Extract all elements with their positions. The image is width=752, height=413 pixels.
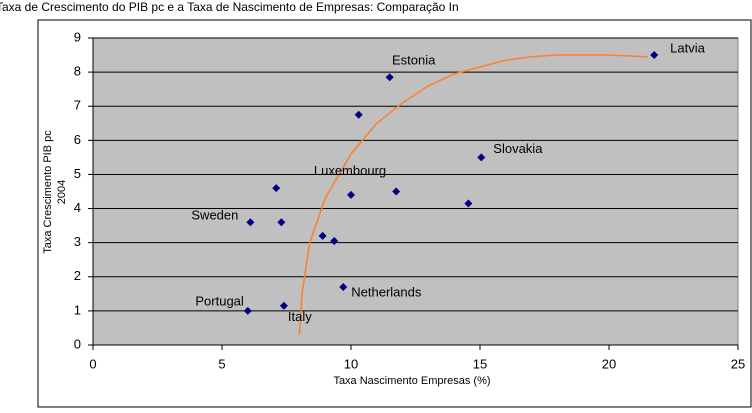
y-tick-label: 0 [74, 336, 81, 351]
x-tick-label: 20 [602, 356, 616, 371]
point [385, 73, 394, 82]
y-tick-label: 7 [74, 98, 81, 113]
point [272, 184, 281, 193]
chart-title: Taxa de Crescimento do PIB pc e a Taxa d… [0, 0, 459, 14]
point-label: Portugal [195, 293, 244, 308]
point [339, 283, 348, 292]
y-tick-label: 2 [74, 268, 81, 283]
point-label: Estonia [392, 53, 436, 68]
point [347, 190, 355, 199]
x-tick-label: 15 [473, 356, 487, 371]
point [392, 187, 401, 196]
x-tick-label: 25 [731, 356, 745, 371]
y-axis-label: 2004 [56, 180, 68, 204]
trend-line [298, 54, 648, 335]
plot-area [92, 37, 739, 346]
point [464, 199, 473, 208]
point [279, 301, 288, 310]
point [246, 218, 255, 227]
point [243, 306, 252, 315]
y-tick-label: 1 [74, 302, 81, 317]
x-tick-label: 0 [89, 356, 96, 371]
y-tick-label: 9 [74, 29, 81, 44]
point [650, 51, 659, 60]
point-label: Sweden [191, 208, 238, 223]
point-label: Italy [288, 309, 312, 324]
point-label: Luxembourg [314, 163, 386, 178]
point [477, 153, 486, 162]
point [354, 110, 363, 119]
y-tick-label: 4 [74, 200, 81, 215]
point [277, 218, 286, 227]
point [318, 231, 327, 240]
y-tick-label: 6 [74, 132, 81, 147]
x-tick-label: 10 [344, 356, 358, 371]
point-label: Netherlands [351, 284, 422, 299]
y-tick-label: 8 [74, 64, 81, 79]
point-label: Latvia [670, 40, 705, 55]
point-label: Slovakia [493, 141, 543, 156]
point [330, 236, 339, 245]
y-tick-label: 5 [74, 166, 81, 181]
x-axis-label: Taxa Nascimento Empresas (%) [333, 375, 490, 387]
y-tick-label: 3 [74, 234, 81, 249]
x-tick-label: 5 [218, 356, 225, 371]
y-axis-label: Taxa Crescimento PIB pc [42, 130, 54, 254]
